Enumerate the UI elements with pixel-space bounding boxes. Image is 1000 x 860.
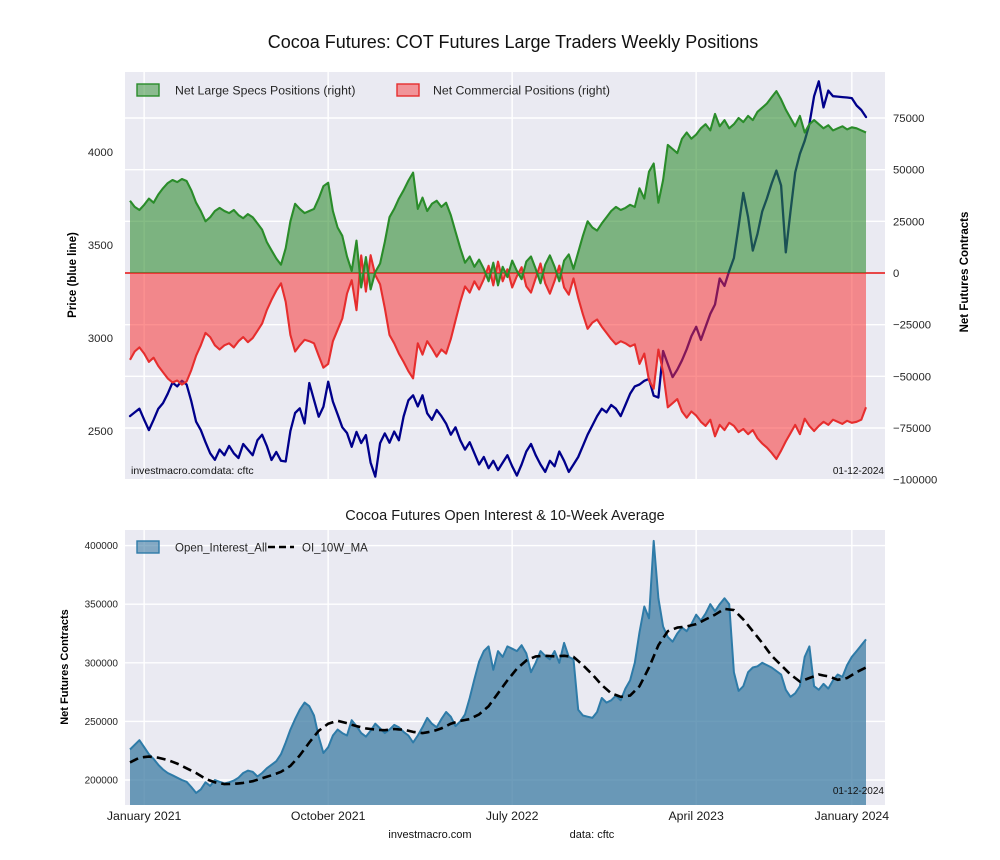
oi-tick-label: 350000: [85, 600, 119, 611]
net-tick-label: −25000: [893, 320, 931, 332]
top-source-annotation: investmacro.com: [131, 465, 211, 477]
date-tick-label: October 2021: [291, 809, 366, 823]
legend-label-commercial: Net Commercial Positions (right): [433, 84, 610, 98]
bottom-legend: Open_Interest_All OI_10W_MA: [136, 540, 368, 555]
price-tick-label: 3500: [88, 240, 113, 252]
top-series-layer: [125, 80, 885, 478]
net-tick-label: −75000: [893, 423, 931, 435]
bottom-ylabel: Net Futures Contracts: [59, 609, 71, 725]
open-interest-area: [130, 540, 866, 805]
legend-swatch-red-icon: [396, 83, 420, 97]
date-tick-label: January 2021: [107, 809, 182, 823]
top-date-annotation: 01-12-2024: [833, 466, 885, 477]
oi-tick-label: 400000: [85, 541, 119, 552]
net-specs-edge: [129, 90, 867, 291]
net-tick-label: 0: [893, 268, 899, 280]
oi-tick-label: 300000: [85, 658, 119, 669]
legend-label-specs: Net Large Specs Positions (right): [175, 84, 355, 98]
net-commercial-edge: [129, 254, 867, 461]
date-tick-label: July 2022: [486, 809, 539, 823]
price-tick-label: 3000: [88, 333, 113, 345]
top-tick-labels: 2500 3000 3500 4000 75000 50000 25000 0 −25000 −5…: [88, 113, 937, 487]
legend-label-oi: Open_Interest_All: [175, 543, 267, 555]
date-tick-label: April 2023: [668, 809, 724, 823]
open-interest-edge: [129, 539, 867, 794]
figure-title: Cocoa Futures: COT Futures Large Traders…: [268, 32, 759, 52]
net-tick-label: 25000: [893, 216, 924, 228]
legend-swatch-oi-icon: [136, 540, 160, 554]
bottom-chart-title: Cocoa Futures Open Interest & 10-Week Av…: [345, 508, 664, 524]
net-commercial-area: [130, 255, 866, 459]
price-tick-label: 4000: [88, 147, 113, 159]
footer-source: investmacro.com: [388, 829, 471, 841]
net-tick-label: 50000: [893, 165, 924, 177]
bottom-series-layer: [129, 539, 867, 805]
top-left-ylabel: Price (blue line): [67, 232, 79, 318]
legend-swatch-green-icon: [136, 83, 160, 97]
top-datasource-annotation: data: cftc: [211, 465, 254, 477]
date-tick-label: January 2024: [815, 809, 890, 823]
bottom-tick-labels: 200000 250000 300000 350000 400000 January 20…: [85, 541, 890, 823]
price-tick-label: 2500: [88, 426, 113, 438]
oi-tick-label: 200000: [85, 776, 119, 787]
top-right-ylabel: Net Futures Contracts: [959, 212, 971, 333]
net-tick-label: −100000: [893, 475, 937, 487]
net-tick-label: 75000: [893, 113, 924, 125]
oi-ma-line: [129, 607, 867, 786]
footer-datasource: data: cftc: [570, 829, 615, 841]
legend-label-ma: OI_10W_MA: [302, 543, 368, 555]
net-tick-label: −50000: [893, 371, 931, 383]
bottom-date-annotation: 01-12-2024: [833, 786, 885, 797]
oi-tick-label: 250000: [85, 717, 119, 728]
top-legend: Net Large Specs Positions (right) Net Co…: [136, 83, 610, 98]
